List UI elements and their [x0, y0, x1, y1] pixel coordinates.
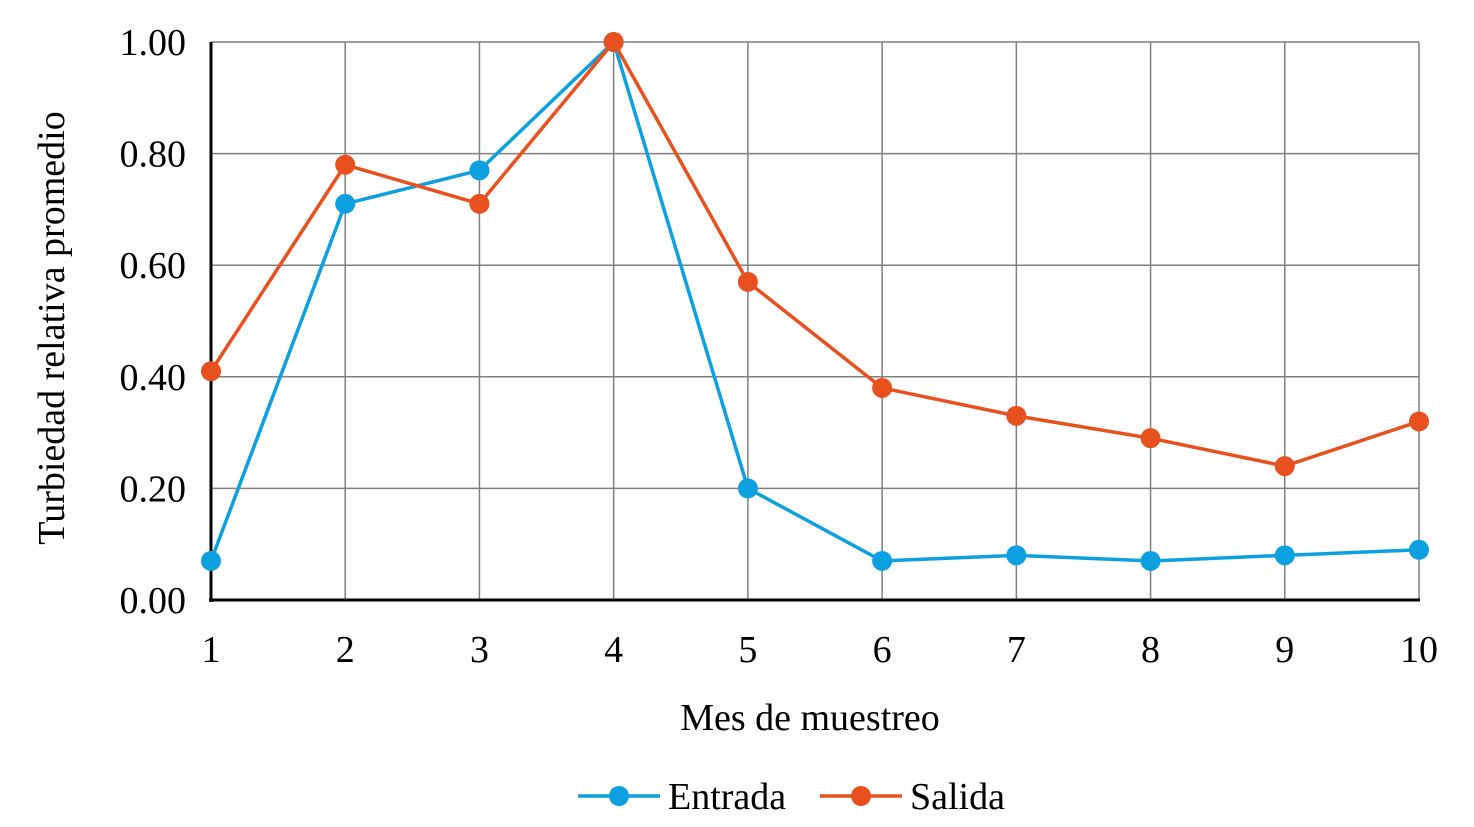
y-tick-labels: 0.00 0.20 0.40 0.60 0.80 1.00	[120, 22, 187, 622]
x-tick-label: 3	[470, 629, 489, 671]
x-axis-title: Mes de muestreo	[680, 697, 940, 739]
y-axis-title: Turbiedad relativa promedio	[31, 111, 73, 544]
data-point-salida	[737, 271, 758, 292]
data-point-salida	[1140, 428, 1161, 449]
data-point-entrada	[1409, 539, 1429, 560]
legend-label: Entrada	[668, 776, 786, 818]
data-point-entrada	[1006, 545, 1027, 566]
data-point-salida	[201, 361, 221, 382]
legend-swatch-marker	[609, 786, 629, 806]
y-tick-label: 1.00	[120, 22, 187, 64]
data-point-entrada	[1274, 545, 1295, 566]
x-tick-label: 7	[1007, 629, 1026, 671]
series	[201, 32, 1429, 571]
y-tick-label: 0.60	[120, 245, 187, 287]
x-tick-label: 5	[738, 629, 757, 671]
data-point-salida	[603, 32, 624, 52]
data-point-entrada	[1140, 550, 1161, 571]
data-point-salida	[1409, 411, 1429, 432]
data-point-salida	[872, 377, 893, 398]
data-point-salida	[469, 193, 490, 214]
data-point-entrada	[335, 193, 356, 214]
x-tick-label: 2	[336, 629, 355, 671]
legend-swatch-marker	[851, 786, 871, 806]
data-point-entrada	[872, 550, 893, 571]
x-tick-label: 6	[873, 629, 892, 671]
y-tick-label: 0.40	[120, 357, 187, 399]
legend-item-salida: Salida	[820, 776, 1005, 818]
x-tick-label: 9	[1275, 629, 1294, 671]
x-tick-label: 10	[1400, 629, 1438, 671]
y-tick-label: 0.20	[120, 468, 187, 510]
y-tick-label: 0.80	[120, 134, 187, 176]
data-point-entrada	[737, 478, 758, 499]
data-point-salida	[1274, 456, 1295, 477]
data-point-entrada	[201, 550, 221, 571]
series-line-entrada	[209, 40, 1420, 563]
legend-label: Salida	[910, 776, 1005, 818]
series-line-salida	[209, 40, 1420, 468]
x-tick-label: 4	[604, 629, 623, 671]
legend-item-entrada: Entrada	[578, 776, 786, 818]
grid	[211, 41, 1420, 600]
legend: Entrada Salida	[578, 776, 1005, 818]
x-tick-label: 1	[202, 629, 221, 671]
x-tick-labels: 1 2 3 4 5 6 7 8 9 10	[202, 629, 1439, 671]
data-point-salida	[335, 154, 356, 175]
data-point-salida	[1006, 405, 1027, 426]
axes	[209, 42, 1420, 602]
data-point-entrada	[469, 160, 490, 181]
x-tick-label: 8	[1141, 629, 1160, 671]
y-tick-label: 0.00	[120, 580, 187, 622]
